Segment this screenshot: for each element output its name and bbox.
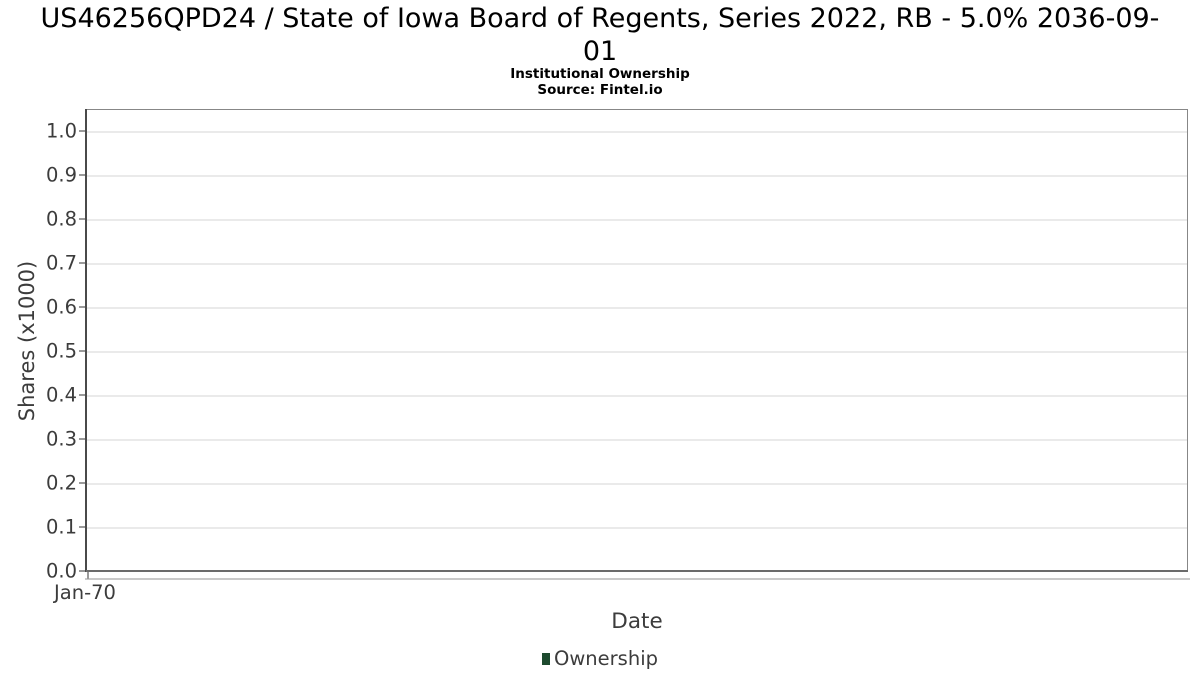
- y-tick-mark: [79, 482, 85, 484]
- plot-area: [86, 109, 1188, 572]
- y-tick-label: 0.0: [45, 559, 77, 583]
- y-tick-mark: [79, 394, 85, 396]
- chart-subtitle: Institutional Ownership: [510, 66, 690, 82]
- y-tick-label: 0.4: [45, 383, 77, 407]
- gridline: [87, 307, 1187, 309]
- y-axis-title: Shares (x1000): [15, 260, 39, 422]
- y-tick-label: 0.5: [45, 339, 77, 363]
- gridline: [87, 175, 1187, 177]
- y-tick-label: 0.6: [45, 295, 77, 319]
- legend: Ownership: [0, 647, 1200, 670]
- gridline: [87, 439, 1187, 441]
- y-tick-label: 1.0: [45, 119, 77, 143]
- y-tick-label: 0.2: [45, 471, 77, 495]
- gridline: [87, 263, 1187, 265]
- y-tick-mark: [79, 130, 85, 132]
- x-axis-secondary-line: [85, 578, 1190, 580]
- chart-subtitle-block: Institutional Ownership Source: Fintel.i…: [0, 66, 1200, 98]
- legend-label-ownership: Ownership: [554, 647, 658, 670]
- chart-title: US46256QPD24 / State of Iowa Board of Re…: [0, 2, 1200, 68]
- y-axis-line: [85, 109, 87, 572]
- y-tick-mark: [79, 350, 85, 352]
- y-tick-mark: [79, 570, 85, 572]
- y-tick-label: 0.9: [45, 163, 77, 187]
- y-tick-mark: [79, 306, 85, 308]
- y-tick-mark: [79, 262, 85, 264]
- gridline: [87, 483, 1187, 485]
- x-axis-title: Date: [611, 609, 663, 634]
- y-tick-label: 0.7: [45, 251, 77, 275]
- gridline: [87, 219, 1187, 221]
- y-tick-label: 0.8: [45, 207, 77, 231]
- y-tick-mark: [79, 438, 85, 440]
- chart-title-line-2: 01: [582, 36, 618, 67]
- y-tick-mark: [79, 174, 85, 176]
- y-tick-mark: [79, 218, 85, 220]
- x-axis-line: [86, 570, 1188, 572]
- chart-title-line-1: US46256QPD24 / State of Iowa Board of Re…: [40, 3, 1160, 34]
- gridline: [87, 527, 1187, 529]
- chart-source: Source: Fintel.io: [537, 82, 663, 98]
- gridline: [87, 131, 1187, 133]
- gridline: [87, 351, 1187, 353]
- x-tick-mark: [87, 572, 89, 579]
- legend-marker-ownership: [542, 652, 550, 665]
- y-tick-mark: [79, 526, 85, 528]
- x-tick-label: Jan-70: [54, 581, 116, 604]
- y-tick-label: 0.1: [45, 515, 77, 539]
- gridline: [87, 395, 1187, 397]
- y-tick-label: 0.3: [45, 427, 77, 451]
